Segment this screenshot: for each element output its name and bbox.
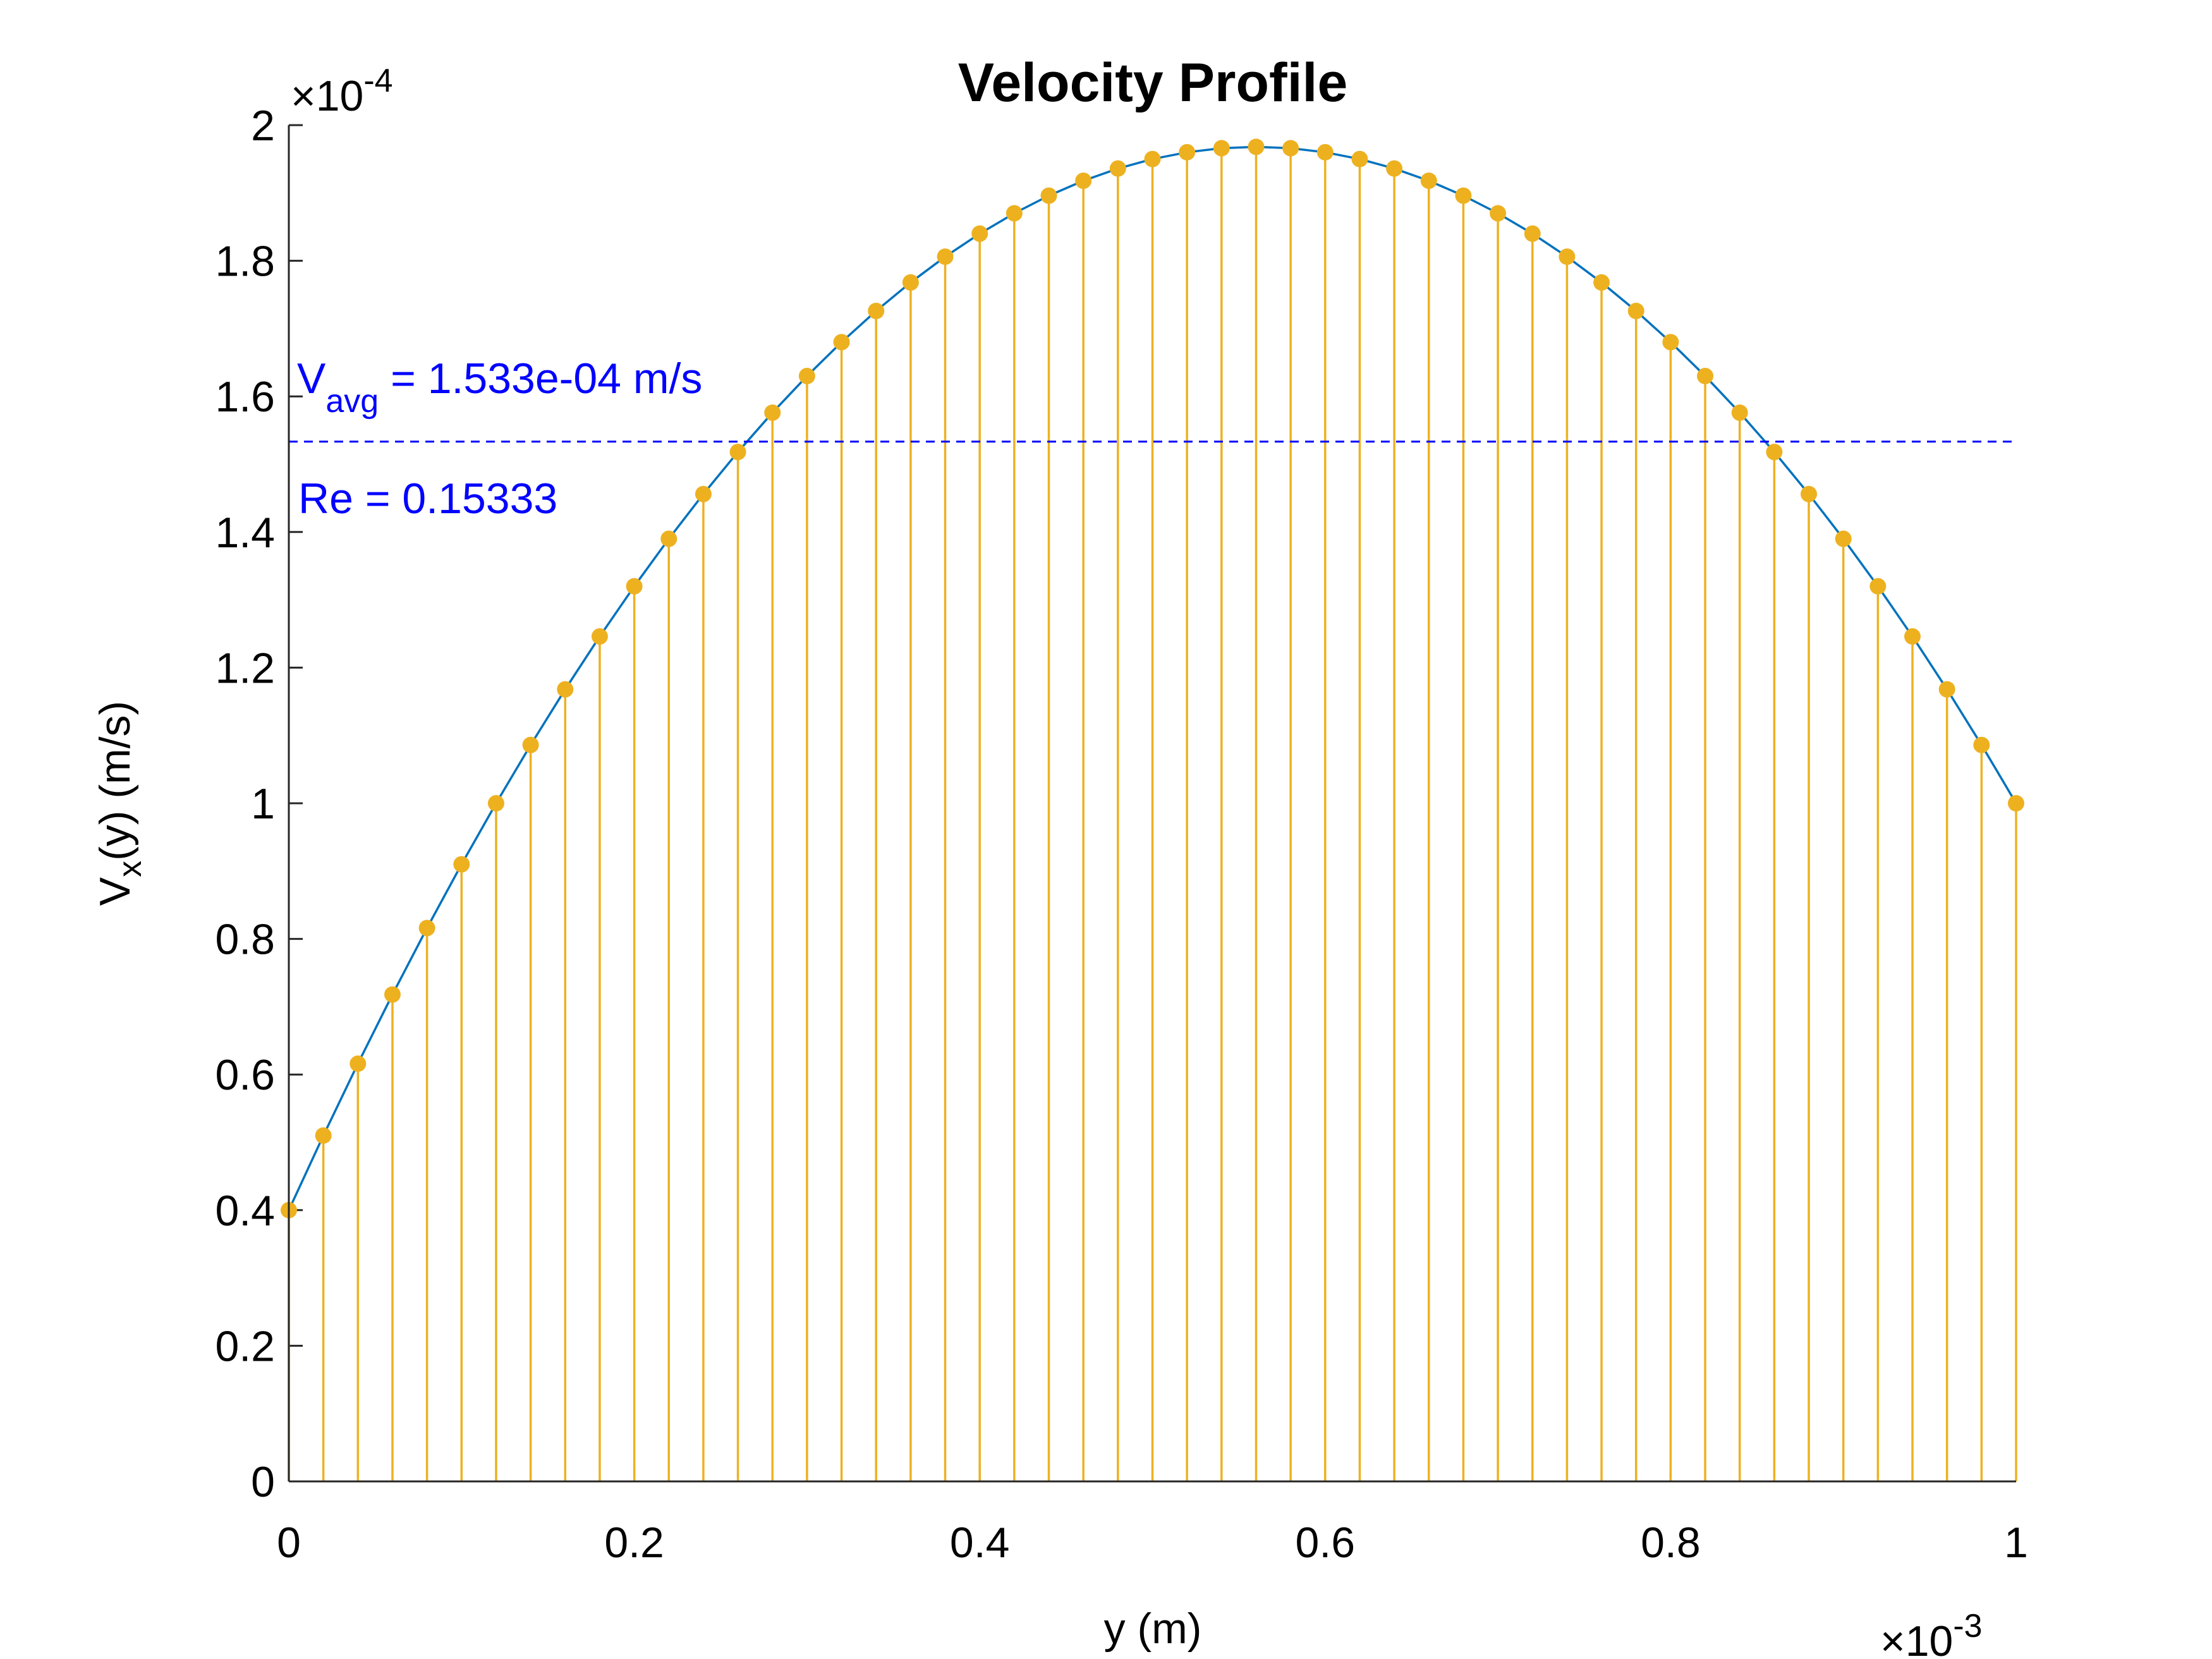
y-multiplier: ×10-4	[291, 63, 393, 120]
stem-marker	[453, 856, 470, 873]
stem-marker	[868, 303, 885, 320]
stem-marker	[833, 334, 850, 351]
y-label-sub: x	[112, 861, 149, 877]
y-tick-label: 0.8	[215, 916, 275, 964]
stem-marker	[1248, 138, 1265, 155]
stem-marker	[1697, 368, 1714, 385]
stem-marker	[1627, 303, 1644, 320]
x-tick-label: 1	[2004, 1519, 2028, 1567]
stem-marker	[626, 578, 643, 595]
stem-marker	[487, 795, 504, 811]
stem-marker	[1835, 530, 1852, 547]
y-tick-label: 0.2	[215, 1322, 275, 1370]
stem-marker	[1904, 628, 1921, 645]
y-label-main: V	[91, 877, 139, 906]
stem-marker	[1006, 205, 1023, 222]
stem-marker	[695, 485, 712, 502]
stem-marker	[1420, 172, 1437, 189]
stem-marker	[418, 920, 435, 937]
vavg-annotation: Vavg = 1.533e-04 m/s	[297, 355, 702, 420]
y-multiplier-base: ×10	[291, 72, 363, 120]
stem-marker	[1938, 681, 1955, 698]
x-axis-label: y (m)	[1104, 1605, 1202, 1653]
stem-marker	[937, 248, 954, 265]
stem-marker	[798, 368, 815, 385]
stem-marker	[1559, 248, 1576, 265]
stem-marker	[1731, 404, 1748, 421]
x-multiplier-exponent: -3	[1953, 1608, 1982, 1644]
stem-marker	[1040, 187, 1057, 204]
stem-marker	[764, 404, 781, 421]
stem-marker	[971, 225, 988, 242]
y-tick-label: 0.6	[215, 1051, 275, 1099]
stem-marker	[557, 681, 574, 698]
y-label-rest: (y) (m/s)	[91, 701, 139, 861]
stem-marker	[1075, 172, 1092, 189]
chart-title: Velocity Profile	[958, 52, 1348, 113]
x-tick-label: 0.4	[950, 1519, 1010, 1567]
stem-marker	[1386, 160, 1403, 177]
stem-marker	[315, 1127, 332, 1144]
stem-marker	[1490, 205, 1507, 222]
stem-marker	[591, 628, 608, 645]
stem-marker	[1213, 140, 1230, 157]
stem-marker	[384, 986, 401, 1003]
stem-marker	[1869, 578, 1887, 595]
vavg-sub: avg	[325, 383, 379, 420]
y-tick-label: 1.8	[215, 238, 275, 286]
stem-marker	[1524, 225, 1541, 242]
stem-marker	[522, 736, 539, 753]
stem-marker	[2008, 795, 2024, 811]
stem-marker	[729, 444, 746, 461]
vavg-main: V	[297, 355, 326, 403]
stem-marker	[1455, 187, 1472, 204]
y-multiplier-exponent: -4	[363, 63, 392, 99]
x-tick-label: 0.8	[1641, 1519, 1701, 1567]
stem-marker	[1801, 485, 1818, 502]
vavg-rest: = 1.533e-04 m/s	[379, 355, 702, 403]
x-tick-label: 0	[277, 1519, 301, 1567]
stem-marker	[1316, 143, 1334, 161]
stem-marker	[1109, 160, 1126, 177]
stem-marker	[1351, 150, 1368, 167]
y-tick-label: 1.4	[215, 509, 275, 557]
x-multiplier-base: ×10	[1880, 1617, 1953, 1659]
x-tick-label: 0.2	[604, 1519, 664, 1567]
stem-marker	[1662, 334, 1679, 351]
x-multiplier: ×10-3	[1880, 1608, 1983, 1659]
stem-marker	[1144, 150, 1161, 167]
re-annotation: Re = 0.15333	[298, 475, 557, 523]
y-tick-label: 0.4	[215, 1187, 275, 1235]
y-tick-label: 0	[251, 1458, 275, 1506]
stem-marker	[349, 1055, 367, 1073]
stem-marker	[1766, 444, 1783, 461]
stem-marker	[1593, 274, 1610, 291]
y-axis-label: Vx(y) (m/s)	[91, 701, 149, 906]
stem-marker	[660, 530, 678, 547]
stem-marker	[1179, 143, 1196, 161]
stem-marker	[902, 274, 919, 291]
stem-marker	[1973, 736, 1990, 753]
y-tick-label: 1.2	[215, 644, 275, 692]
x-tick-label: 0.6	[1296, 1519, 1356, 1567]
y-tick-label: 2	[251, 102, 275, 150]
y-tick-label: 1	[251, 780, 275, 828]
y-tick-label: 1.6	[215, 373, 275, 421]
stem-marker	[1282, 140, 1299, 157]
